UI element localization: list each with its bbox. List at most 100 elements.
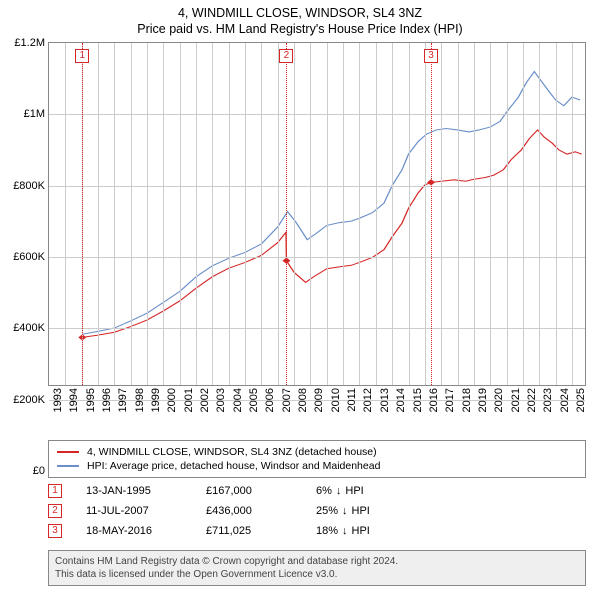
gridline-v bbox=[65, 43, 66, 385]
event-marker: 1 bbox=[75, 49, 89, 63]
gridline-v bbox=[114, 43, 115, 385]
x-tick-label: 2009 bbox=[313, 388, 325, 412]
gridline-v bbox=[376, 43, 377, 385]
x-tick-label: 2011 bbox=[346, 388, 358, 412]
gridline-v bbox=[343, 43, 344, 385]
y-tick-label: £1M bbox=[24, 108, 45, 120]
gridline-v bbox=[294, 43, 295, 385]
x-tick-label: 1997 bbox=[117, 388, 129, 412]
down-arrow-icon: ↓ bbox=[342, 505, 348, 517]
x-tick-label: 2005 bbox=[248, 388, 260, 412]
gridline-v bbox=[245, 43, 246, 385]
legend-label: HPI: Average price, detached house, Wind… bbox=[87, 460, 380, 472]
gridline-v bbox=[572, 43, 573, 385]
x-tick-label: 2022 bbox=[526, 388, 538, 412]
footer-line2: This data is licensed under the Open Gov… bbox=[55, 568, 579, 581]
gridline-h bbox=[49, 257, 585, 258]
footer-line1: Contains HM Land Registry data © Crown c… bbox=[55, 555, 579, 568]
event-date: 13-JAN-1995 bbox=[86, 485, 206, 497]
x-tick-label: 2012 bbox=[362, 388, 374, 412]
legend-label: 4, WINDMILL CLOSE, WINDSOR, SL4 3NZ (det… bbox=[87, 446, 377, 458]
x-tick-label: 2017 bbox=[444, 388, 456, 412]
gridline-v bbox=[278, 43, 279, 385]
gridline-v bbox=[474, 43, 475, 385]
x-tick-label: 1999 bbox=[150, 388, 162, 412]
gridline-h bbox=[49, 328, 585, 329]
event-date: 18-MAY-2016 bbox=[86, 525, 206, 537]
event-row: 1 13-JAN-1995£167,0006%↓HPI bbox=[48, 484, 586, 498]
gridline-v bbox=[507, 43, 508, 385]
x-tick-label: 1994 bbox=[68, 388, 80, 412]
chart-title-main: 4, WINDMILL CLOSE, WINDSOR, SL4 3NZ bbox=[8, 6, 592, 20]
gridline-v bbox=[425, 43, 426, 385]
event-num: 3 bbox=[48, 524, 62, 538]
gridline-v bbox=[327, 43, 328, 385]
x-tick-label: 2015 bbox=[412, 388, 424, 412]
event-marker: 3 bbox=[424, 49, 438, 63]
y-tick-label: £1.2M bbox=[14, 37, 45, 49]
gridline-v bbox=[147, 43, 148, 385]
event-diff: 6%↓HPI bbox=[316, 485, 364, 497]
x-tick-label: 2004 bbox=[232, 388, 244, 412]
x-tick-label: 2008 bbox=[297, 388, 309, 412]
chart-footer: Contains HM Land Registry data © Crown c… bbox=[48, 550, 586, 586]
gridline-v bbox=[490, 43, 491, 385]
y-axis-labels: £0£200K£400K£600K£800K£1M£1.2M bbox=[5, 43, 47, 385]
gridline-v bbox=[539, 43, 540, 385]
event-diff: 25%↓HPI bbox=[316, 505, 370, 517]
event-price: £436,000 bbox=[206, 505, 316, 517]
chart-svg bbox=[49, 43, 585, 385]
event-diff: 18%↓HPI bbox=[316, 525, 370, 537]
x-tick-label: 2003 bbox=[215, 388, 227, 412]
x-tick-label: 2001 bbox=[183, 388, 195, 412]
x-tick-label: 2006 bbox=[264, 388, 276, 412]
x-tick-label: 2019 bbox=[477, 388, 489, 412]
legend-item: 4, WINDMILL CLOSE, WINDSOR, SL4 3NZ (det… bbox=[57, 446, 577, 458]
chart-plot-area: £0£200K£400K£600K£800K£1M£1.2M 123 bbox=[48, 42, 586, 386]
x-tick-label: 1995 bbox=[85, 388, 97, 412]
chart-titles: 4, WINDMILL CLOSE, WINDSOR, SL4 3NZ Pric… bbox=[8, 6, 592, 42]
gridline-v bbox=[409, 43, 410, 385]
x-tick-label: 2016 bbox=[428, 388, 440, 412]
x-tick-label: 1996 bbox=[101, 388, 113, 412]
x-tick-label: 1993 bbox=[52, 388, 64, 412]
legend-swatch bbox=[57, 465, 79, 467]
gridline-v bbox=[441, 43, 442, 385]
x-tick-label: 2013 bbox=[379, 388, 391, 412]
x-tick-label: 2010 bbox=[330, 388, 342, 412]
event-price: £711,025 bbox=[206, 525, 316, 537]
gridline-v bbox=[98, 43, 99, 385]
series-hpi bbox=[82, 72, 580, 335]
chart-title-sub: Price paid vs. HM Land Registry's House … bbox=[8, 22, 592, 36]
x-tick-label: 2020 bbox=[493, 388, 505, 412]
gridline-v bbox=[359, 43, 360, 385]
event-num: 1 bbox=[48, 484, 62, 498]
event-row: 211-JUL-2007£436,00025%↓HPI bbox=[48, 504, 586, 518]
gridline-h bbox=[49, 114, 585, 115]
gridline-v bbox=[212, 43, 213, 385]
gridline-h bbox=[49, 186, 585, 187]
x-tick-label: 1998 bbox=[134, 388, 146, 412]
gridline-v bbox=[261, 43, 262, 385]
x-tick-label: 2023 bbox=[542, 388, 554, 412]
y-tick-label: £200K bbox=[13, 394, 45, 406]
event-marker: 2 bbox=[279, 49, 293, 63]
down-arrow-icon: ↓ bbox=[342, 525, 348, 537]
gridline-v bbox=[180, 43, 181, 385]
events-table: 1 13-JAN-1995£167,0006%↓HPI 211-JUL-2007£4… bbox=[48, 484, 586, 544]
gridline-v bbox=[392, 43, 393, 385]
x-tick-label: 2024 bbox=[559, 388, 571, 412]
event-price: £167,000 bbox=[206, 485, 316, 497]
gridline-v bbox=[131, 43, 132, 385]
gridline-v bbox=[458, 43, 459, 385]
x-tick-label: 2021 bbox=[510, 388, 522, 412]
gridline-v bbox=[163, 43, 164, 385]
gridline-v bbox=[556, 43, 557, 385]
event-date: 11-JUL-2007 bbox=[86, 505, 206, 517]
x-tick-label: 2014 bbox=[395, 388, 407, 412]
event-line bbox=[286, 43, 287, 385]
gridline-v bbox=[523, 43, 524, 385]
event-line bbox=[82, 43, 83, 385]
x-tick-label: 2007 bbox=[281, 388, 293, 412]
x-tick-label: 2025 bbox=[575, 388, 587, 412]
